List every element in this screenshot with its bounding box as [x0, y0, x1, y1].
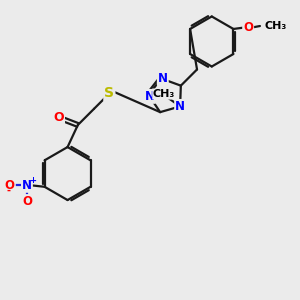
Text: N: N [158, 72, 168, 85]
Text: O: O [243, 21, 253, 34]
Text: N: N [145, 90, 155, 103]
Text: O: O [22, 195, 32, 208]
Text: N: N [175, 100, 185, 113]
Text: O: O [53, 111, 64, 124]
Text: +: + [29, 176, 36, 184]
Text: CH₃: CH₃ [264, 21, 286, 31]
Text: CH₃: CH₃ [153, 89, 175, 99]
Text: S: S [104, 86, 114, 100]
Text: -: - [6, 186, 10, 196]
Text: O: O [5, 179, 15, 192]
Text: N: N [22, 179, 32, 192]
